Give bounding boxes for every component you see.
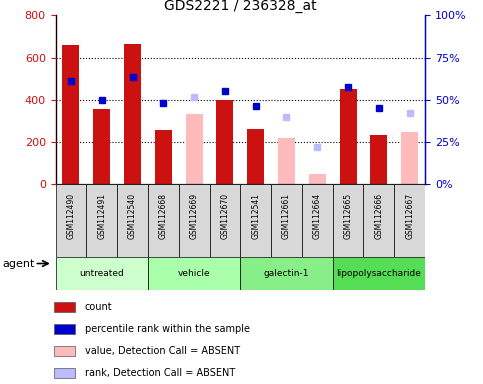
Text: agent: agent — [3, 258, 35, 268]
Text: GSM112666: GSM112666 — [374, 193, 384, 239]
Bar — [394, 184, 425, 257]
Bar — [340, 89, 356, 184]
Text: GSM112668: GSM112668 — [159, 193, 168, 239]
Bar — [54, 324, 75, 334]
Bar — [148, 184, 179, 257]
Bar — [210, 184, 240, 257]
Text: percentile rank within the sample: percentile rank within the sample — [85, 324, 250, 334]
Bar — [401, 131, 418, 184]
Text: count: count — [85, 302, 113, 312]
Bar — [54, 368, 75, 378]
Bar — [240, 184, 271, 257]
Bar — [54, 346, 75, 356]
Text: galectin-1: galectin-1 — [264, 269, 309, 278]
Bar — [56, 257, 148, 290]
Bar — [93, 109, 110, 184]
Text: vehicle: vehicle — [178, 269, 211, 278]
Text: GSM112664: GSM112664 — [313, 193, 322, 239]
Text: GSM112661: GSM112661 — [282, 193, 291, 239]
Bar — [148, 257, 241, 290]
Bar — [54, 302, 75, 311]
Text: GSM112540: GSM112540 — [128, 193, 137, 239]
Bar — [62, 45, 79, 184]
Bar — [271, 184, 302, 257]
Bar — [247, 129, 264, 184]
Bar — [179, 184, 210, 257]
Text: untreated: untreated — [79, 269, 124, 278]
Bar — [278, 138, 295, 184]
Text: GSM112665: GSM112665 — [343, 193, 353, 239]
Bar — [302, 184, 333, 257]
Bar — [216, 100, 233, 184]
Bar — [185, 114, 202, 184]
Text: rank, Detection Call = ABSENT: rank, Detection Call = ABSENT — [85, 368, 235, 378]
Text: GSM112491: GSM112491 — [97, 193, 106, 239]
Text: GSM112490: GSM112490 — [67, 193, 75, 239]
Bar — [333, 184, 364, 257]
Text: lipopolysaccharide: lipopolysaccharide — [337, 269, 421, 278]
Text: value, Detection Call = ABSENT: value, Detection Call = ABSENT — [85, 346, 240, 356]
Bar — [155, 130, 172, 184]
Bar — [309, 174, 326, 184]
Bar — [333, 257, 425, 290]
Bar — [240, 257, 333, 290]
Bar — [56, 184, 86, 257]
Text: GSM112670: GSM112670 — [220, 193, 229, 239]
Bar — [124, 44, 141, 184]
Bar — [86, 184, 117, 257]
Bar — [370, 135, 387, 184]
Text: GSM112541: GSM112541 — [251, 193, 260, 239]
Bar — [117, 184, 148, 257]
Text: GSM112669: GSM112669 — [190, 193, 199, 239]
Title: GDS2221 / 236328_at: GDS2221 / 236328_at — [164, 0, 316, 13]
Text: GSM112667: GSM112667 — [405, 193, 414, 239]
Bar — [364, 184, 394, 257]
